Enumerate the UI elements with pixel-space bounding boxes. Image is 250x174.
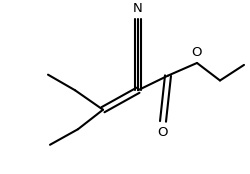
Text: O: O: [192, 46, 202, 59]
Text: O: O: [158, 126, 168, 139]
Text: N: N: [133, 2, 143, 15]
